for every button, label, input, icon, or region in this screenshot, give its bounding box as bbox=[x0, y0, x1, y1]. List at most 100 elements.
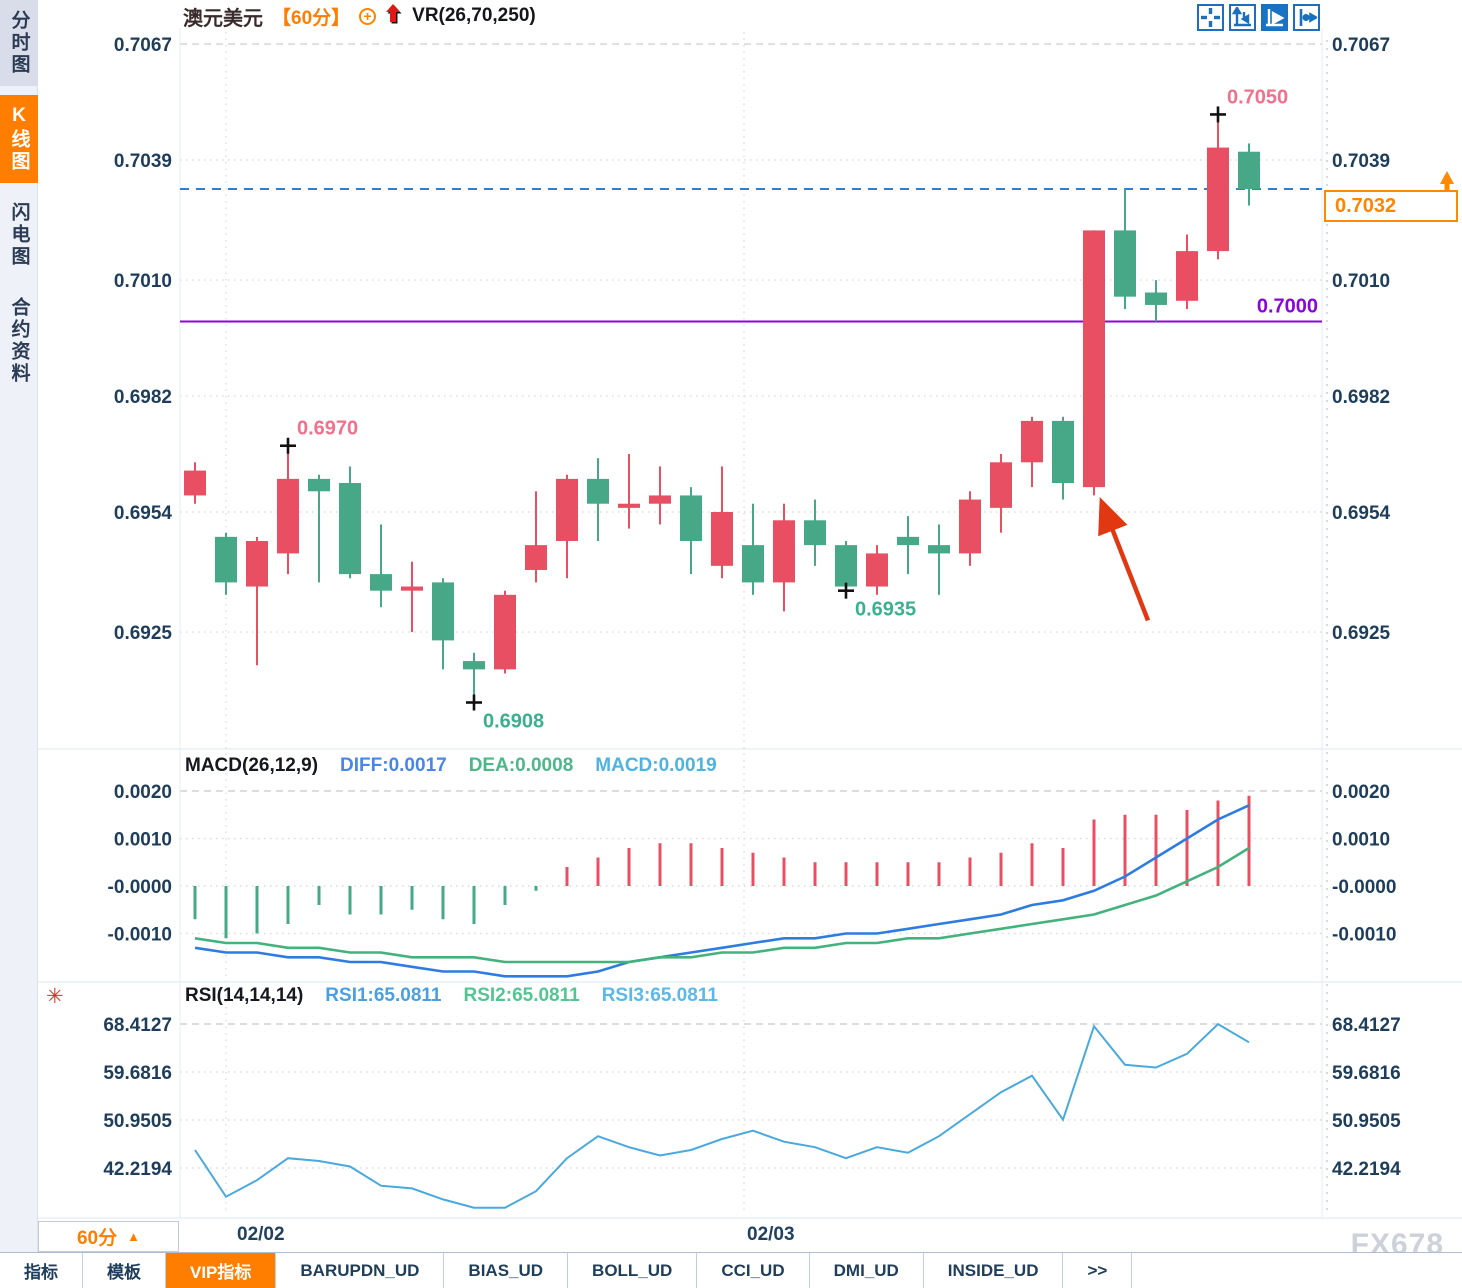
x-axis-date-1: 02/02 bbox=[237, 1224, 285, 1245]
chart-toolbar bbox=[1197, 4, 1320, 31]
axis-tick: 0.0010 bbox=[1332, 830, 1390, 851]
rsi-series bbox=[194, 1022, 1250, 1209]
tab-boll-ud[interactable]: BOLL_UD bbox=[568, 1253, 698, 1288]
period-value: 60分 bbox=[76, 1228, 118, 1249]
indicator-settings-icon[interactable]: ✳ bbox=[46, 985, 64, 1008]
candle-30 bbox=[1083, 230, 1105, 488]
axis-tick: 0.6954 bbox=[1332, 503, 1391, 524]
candle-4 bbox=[277, 478, 299, 554]
axis-tick: 0.7067 bbox=[1332, 35, 1390, 56]
macd-dea-value: DEA:0.0008 bbox=[468, 755, 574, 776]
chart-header: 澳元美元 【60分】 + VR(26,70,250) bbox=[183, 2, 536, 30]
macd-header: MACD(26,12,9) DIFF:0.0017 DEA:0.0008 MAC… bbox=[185, 755, 717, 777]
candle-27 bbox=[990, 462, 1012, 508]
tab-vip-indicator[interactable]: VIP指标 bbox=[166, 1253, 277, 1288]
axis-tick: 42.2194 bbox=[103, 1159, 172, 1180]
auto-fit-icon[interactable] bbox=[1261, 4, 1288, 31]
candle-29 bbox=[1052, 420, 1074, 484]
candle-26 bbox=[959, 499, 981, 554]
candle-7 bbox=[370, 574, 392, 591]
candle-32 bbox=[1145, 292, 1167, 305]
candle-18 bbox=[711, 512, 733, 566]
candle-8 bbox=[401, 586, 423, 591]
candle-14 bbox=[587, 478, 609, 504]
pane-frames bbox=[38, 28, 1462, 1219]
candle-22 bbox=[835, 545, 857, 587]
axis-tick: 0.0010 bbox=[114, 830, 172, 851]
macd-diff-value: DIFF:0.0017 bbox=[340, 755, 447, 776]
axis-tick: 0.7010 bbox=[114, 271, 172, 292]
axis-tick: 0.7067 bbox=[114, 35, 172, 56]
tab-template[interactable]: 模板 bbox=[83, 1253, 166, 1288]
tab-cci-ud[interactable]: CCI_UD bbox=[697, 1253, 810, 1288]
candle-20 bbox=[773, 520, 795, 583]
candle-23 bbox=[866, 553, 888, 587]
candle-9 bbox=[432, 582, 454, 641]
candle-25 bbox=[928, 545, 950, 554]
axis-tick: 0.6954 bbox=[114, 503, 173, 524]
candle-17 bbox=[680, 495, 702, 541]
period-selector[interactable]: 60分 ▲ bbox=[38, 1221, 179, 1252]
axis-tick: 0.7039 bbox=[1332, 151, 1390, 172]
sidebar-item-timeshare-chart[interactable]: 分时图 bbox=[0, 0, 38, 86]
candle-28 bbox=[1021, 420, 1043, 463]
rsi-line bbox=[194, 1022, 1250, 1209]
axis-tick: 42.2194 bbox=[1332, 1159, 1401, 1180]
swing-label: 0.6970 bbox=[297, 418, 358, 440]
candle-6 bbox=[339, 483, 361, 575]
candle-5 bbox=[308, 478, 330, 492]
red-up-arrow-icon bbox=[385, 3, 403, 30]
sidebar-item-contract-info[interactable]: 合约资料 bbox=[8, 297, 30, 385]
sidebar-item-flash-chart[interactable]: 闪电图 bbox=[8, 202, 30, 268]
swing-annotations: 0.6970 0.6908 0.6935 0.7050 bbox=[280, 86, 1288, 732]
candle-19 bbox=[742, 545, 764, 583]
candle-35 bbox=[1238, 151, 1260, 189]
candle-10 bbox=[463, 661, 485, 670]
candle-24 bbox=[897, 536, 919, 546]
axis-labels: 0.7067 0.7067 0.7039 0.7039 0.7010 0.7010 0.69… bbox=[103, 35, 1401, 1180]
macd-title: MACD(26,12,9) bbox=[185, 755, 319, 776]
candle-21 bbox=[804, 520, 826, 546]
level-label: 0.7000 bbox=[1257, 296, 1318, 318]
candle-3 bbox=[246, 540, 268, 587]
symbol-name: 澳元美元 bbox=[183, 7, 263, 30]
rsi1-value: RSI1:65.0811 bbox=[325, 985, 442, 1006]
axis-tick: -0.0000 bbox=[1332, 877, 1396, 898]
axis-range-icon[interactable] bbox=[1229, 4, 1256, 31]
arrow-annotation bbox=[1098, 497, 1151, 622]
candle-34 bbox=[1207, 147, 1229, 252]
price-levels: 0.7000 bbox=[180, 187, 1322, 323]
axis-tick: 0.6925 bbox=[1332, 623, 1391, 644]
candle-15 bbox=[618, 503, 640, 508]
candle-16 bbox=[649, 495, 671, 504]
swing-label: 0.6908 bbox=[483, 710, 544, 732]
tab-barupdn-ud[interactable]: BARUPDN_UD bbox=[276, 1253, 445, 1288]
axis-tick: 59.6816 bbox=[103, 1063, 172, 1084]
period-label: 【60分】 bbox=[272, 7, 351, 29]
tab-inside-ud[interactable]: INSIDE_UD bbox=[924, 1253, 1064, 1288]
axis-tick: -0.0010 bbox=[1332, 925, 1396, 946]
candle-31 bbox=[1114, 230, 1136, 297]
swing-label: 0.7050 bbox=[1227, 86, 1288, 108]
tab-dmi-ud[interactable]: DMI_UD bbox=[810, 1253, 924, 1288]
x-axis-date-2: 02/03 bbox=[747, 1224, 795, 1245]
gridlines bbox=[180, 32, 1322, 1215]
jump-to-latest-icon[interactable] bbox=[1293, 4, 1320, 31]
rsi-header: RSI(14,14,14) RSI1:65.0811 RSI2:65.0811 … bbox=[185, 985, 718, 1007]
badge-marker bbox=[1440, 171, 1454, 191]
candle-13 bbox=[556, 478, 578, 541]
axis-tick: 68.4127 bbox=[103, 1015, 172, 1036]
sidebar: 分时图 K线图 闪电图 合约资料 bbox=[0, 0, 38, 1252]
sidebar-item-kline-chart[interactable]: K线图 bbox=[0, 95, 38, 183]
pan-crosshair-icon[interactable] bbox=[1197, 4, 1224, 31]
axis-tick: 0.6982 bbox=[114, 387, 172, 408]
axis-tick: 0.6925 bbox=[114, 623, 173, 644]
tab-bias-ud[interactable]: BIAS_UD bbox=[444, 1253, 569, 1288]
axis-tick: 68.4127 bbox=[1332, 1015, 1401, 1036]
tab-indicator[interactable]: 指标 bbox=[0, 1253, 83, 1288]
circled-plus-icon[interactable]: + bbox=[359, 7, 377, 25]
rsi3-value: RSI3:65.0811 bbox=[601, 985, 718, 1006]
tab-more[interactable]: >> bbox=[1063, 1253, 1133, 1288]
